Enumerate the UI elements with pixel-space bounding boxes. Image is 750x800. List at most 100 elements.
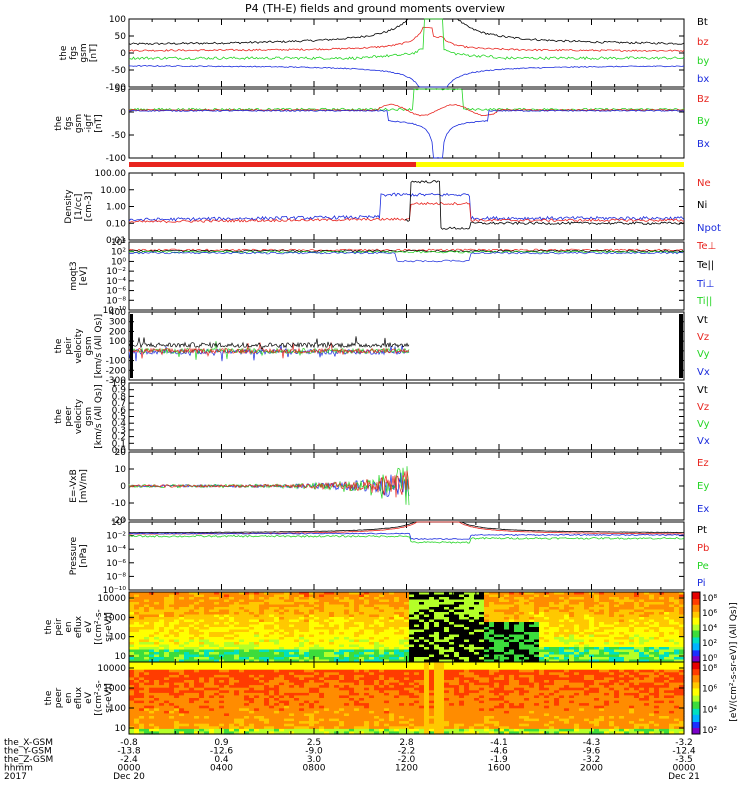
- heatmap-cell: [559, 619, 565, 623]
- heatmap-cell: [139, 690, 145, 694]
- heatmap-cell: [654, 602, 660, 606]
- heatmap-cell: [339, 622, 345, 626]
- heatmap-cell: [169, 627, 175, 631]
- heatmap-cell: [304, 624, 310, 628]
- heatmap-cell: [509, 627, 515, 631]
- heatmap-cell: [254, 677, 260, 681]
- legend-Pt: Pt: [697, 525, 707, 536]
- heatmap-cell: [149, 700, 155, 704]
- heatmap-cell: [294, 726, 300, 730]
- heatmap-cell: [264, 637, 270, 641]
- heatmap-cell: [219, 721, 225, 725]
- heatmap-cell: [449, 594, 455, 598]
- heatmap-cell: [134, 639, 140, 643]
- heatmap-cell: [394, 592, 400, 596]
- heatmap-cell: [429, 647, 435, 651]
- heatmap-cell: [289, 682, 295, 686]
- heatmap-cell: [489, 599, 495, 603]
- heatmap-cell: [204, 659, 210, 663]
- heatmap-cell: [279, 703, 285, 707]
- heatmap-cell: [134, 634, 140, 638]
- heatmap-cell: [504, 657, 510, 661]
- heatmap-cell: [129, 705, 135, 709]
- heatmap-cell: [474, 654, 480, 658]
- heatmap-cell: [664, 637, 670, 641]
- heatmap-cell: [249, 612, 255, 616]
- heatmap-cell: [454, 642, 460, 646]
- heatmap-cell: [414, 647, 420, 651]
- heatmap-cell: [519, 644, 525, 648]
- heatmap-cell: [144, 728, 150, 733]
- heatmap-cell: [674, 637, 680, 641]
- heatmap-cell: [259, 685, 265, 689]
- heatmap-cell: [304, 597, 310, 601]
- heatmap-cell: [324, 632, 330, 636]
- heatmap-cell: [289, 700, 295, 704]
- heatmap-cell: [189, 634, 195, 638]
- heatmap-cell: [179, 617, 185, 621]
- heatmap-cell: [579, 624, 585, 628]
- heatmap-cell: [279, 652, 285, 656]
- heatmap-cell: [334, 669, 340, 673]
- heatmap-cell: [299, 594, 305, 598]
- heatmap-cell: [404, 627, 410, 631]
- heatmap-cell: [204, 629, 210, 633]
- heatmap-cell: [499, 634, 505, 638]
- heatmap-cell: [354, 592, 360, 596]
- heatmap-cell: [294, 708, 300, 712]
- heatmap-cell: [249, 644, 255, 648]
- heatmap-cell: [149, 652, 155, 656]
- heatmap-cell: [159, 632, 165, 636]
- heatmap-cell: [164, 728, 170, 733]
- heatmap-cell: [559, 612, 565, 616]
- heatmap-cell: [369, 599, 375, 603]
- heatmap-cell: [329, 637, 335, 641]
- heatmap-cell: [239, 629, 245, 633]
- heatmap-cell: [229, 652, 235, 656]
- heatmap-cell: [244, 594, 250, 598]
- heatmap-cell: [634, 594, 640, 598]
- heatmap-cell: [604, 594, 610, 598]
- heatmap-cell: [489, 657, 495, 661]
- heatmap-cell: [339, 659, 345, 663]
- heatmap-cell: [539, 622, 545, 626]
- heatmap-cell: [189, 695, 195, 699]
- heatmap-cell: [399, 649, 405, 653]
- heatmap-cell: [284, 622, 290, 626]
- heatmap-cell: [144, 708, 150, 712]
- heatmap-cell: [519, 654, 525, 658]
- heatmap-cell: [634, 622, 640, 626]
- heatmap-cell: [679, 639, 685, 643]
- heatmap-cell: [339, 644, 345, 648]
- heatmap-cell: [189, 632, 195, 636]
- heatmap-cell: [439, 604, 445, 608]
- heatmap-cell: [259, 710, 265, 715]
- heatmap-cell: [474, 647, 480, 651]
- heatmap-cell: [334, 634, 340, 638]
- heatmap-cell: [249, 647, 255, 651]
- heatmap-cell: [299, 607, 305, 611]
- y-axis-label-line: Density: [64, 189, 74, 224]
- heatmap-cell: [139, 685, 145, 689]
- y-axis-label: the fgs gsm -igrf [nT]: [54, 114, 104, 134]
- heatmap-cell: [309, 652, 315, 656]
- heatmap-cell: [409, 612, 415, 616]
- heatmap-cell: [614, 637, 620, 641]
- heatmap-cell: [284, 721, 290, 725]
- heatmap-cell: [449, 657, 455, 661]
- heatmap-cell: [489, 649, 495, 653]
- heatmap-cell: [244, 705, 250, 709]
- heatmap-cell: [309, 662, 315, 666]
- heatmap-cell: [144, 639, 150, 643]
- heatmap-cell: [139, 664, 145, 668]
- heatmap-cell: [424, 632, 430, 636]
- heatmap-cell: [179, 698, 185, 702]
- heatmap-cell: [329, 654, 335, 658]
- heatmap-cell: [169, 612, 175, 616]
- heatmap-cell: [469, 627, 475, 631]
- heatmap-cell: [609, 609, 615, 613]
- heatmap-cell: [244, 599, 250, 603]
- heatmap-cell: [259, 682, 265, 686]
- heatmap-cell: [269, 627, 275, 631]
- heatmap-cell: [499, 637, 505, 641]
